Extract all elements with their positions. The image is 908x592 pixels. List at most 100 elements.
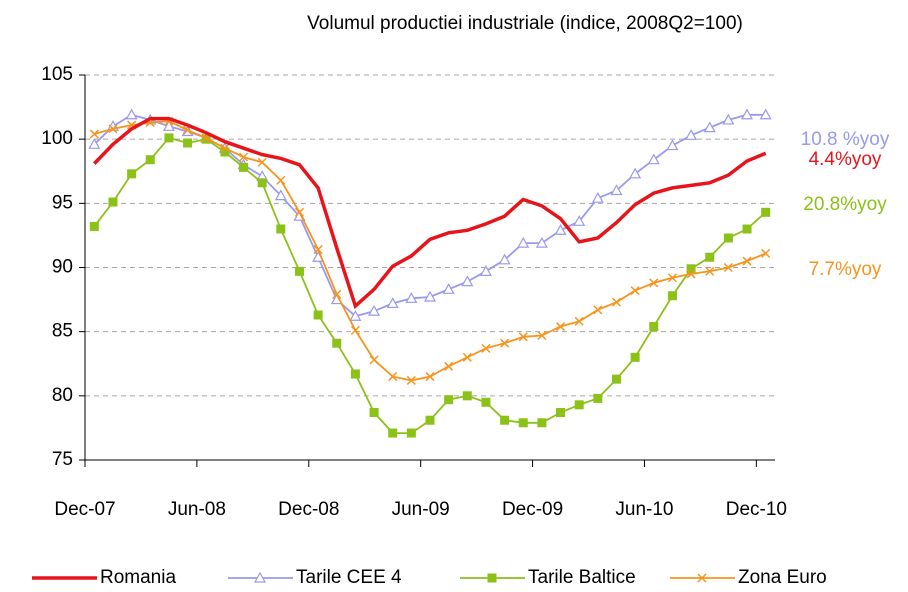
y-tick-label: 105 bbox=[41, 64, 73, 85]
data-point bbox=[257, 178, 267, 188]
data-point bbox=[761, 207, 771, 217]
y-tick-label: 90 bbox=[52, 257, 73, 278]
data-point bbox=[444, 361, 454, 371]
data-point bbox=[498, 253, 511, 265]
data-point bbox=[705, 266, 715, 276]
data-point bbox=[444, 395, 454, 405]
data-point bbox=[294, 207, 304, 217]
data-point bbox=[554, 224, 567, 235]
data-point bbox=[423, 290, 437, 302]
data-point bbox=[462, 352, 472, 362]
data-point bbox=[425, 372, 435, 382]
y-tick-label: 95 bbox=[52, 192, 73, 213]
legend-item: Tarile CEE 4 bbox=[228, 567, 402, 588]
data-point bbox=[257, 157, 267, 167]
data-point bbox=[274, 189, 287, 201]
end-label: 10.8 %yoy bbox=[801, 129, 890, 150]
x-tick-label: Dec-07 bbox=[54, 499, 115, 520]
legend-marker bbox=[253, 571, 267, 583]
data-point bbox=[238, 152, 249, 162]
x-tick-label: Jun-09 bbox=[392, 499, 450, 520]
data-point bbox=[537, 418, 547, 428]
chart-title: Volumul productiei industriale (indice, … bbox=[307, 13, 743, 34]
data-point bbox=[741, 108, 754, 120]
data-point bbox=[742, 224, 752, 234]
data-point bbox=[350, 325, 360, 335]
data-point bbox=[349, 310, 362, 321]
data-point bbox=[574, 316, 584, 326]
data-point bbox=[89, 129, 99, 139]
x-tick-label: Dec-09 bbox=[502, 499, 563, 520]
data-point bbox=[630, 352, 640, 362]
data-point bbox=[369, 408, 379, 418]
y-tick-label: 85 bbox=[52, 321, 73, 342]
data-point bbox=[761, 248, 771, 258]
data-point bbox=[479, 265, 492, 276]
data-point bbox=[89, 221, 99, 231]
data-point bbox=[276, 224, 286, 234]
data-point bbox=[649, 278, 659, 288]
data-point bbox=[145, 155, 155, 165]
data-point bbox=[88, 138, 101, 149]
data-point bbox=[220, 143, 230, 153]
data-point bbox=[276, 175, 286, 185]
series-line bbox=[93, 116, 767, 310]
data-point bbox=[556, 322, 566, 332]
data-point bbox=[442, 283, 455, 294]
legend-label: Zona Euro bbox=[738, 567, 827, 588]
data-point bbox=[183, 138, 193, 148]
data-point bbox=[703, 121, 716, 133]
data-point bbox=[593, 305, 603, 315]
data-point bbox=[723, 262, 733, 273]
data-point bbox=[500, 338, 510, 348]
data-point bbox=[518, 418, 528, 428]
legend-marker bbox=[487, 573, 497, 583]
y-tick-label: 100 bbox=[41, 128, 73, 149]
x-tick-label: Dec-10 bbox=[726, 499, 787, 520]
data-point bbox=[405, 292, 418, 303]
data-point bbox=[461, 275, 474, 287]
data-point bbox=[686, 269, 696, 279]
data-point bbox=[500, 415, 510, 425]
x-tick-label: Jun-10 bbox=[615, 499, 673, 520]
data-point bbox=[425, 415, 435, 425]
data-point bbox=[574, 400, 584, 410]
end-label: 4.4%yoy bbox=[809, 149, 882, 170]
data-point bbox=[313, 245, 323, 255]
data-point bbox=[239, 162, 249, 172]
y-tick-label: 80 bbox=[52, 385, 73, 406]
data-point bbox=[481, 343, 491, 353]
data-point bbox=[406, 375, 416, 385]
data-point bbox=[388, 428, 398, 438]
y-tick-label: 75 bbox=[52, 449, 73, 470]
data-point bbox=[201, 134, 211, 144]
data-point bbox=[518, 332, 528, 342]
data-point bbox=[125, 108, 138, 120]
legend-item: Zona Euro bbox=[670, 567, 827, 588]
data-point bbox=[593, 393, 603, 403]
data-point bbox=[350, 369, 360, 379]
legend-label: Tarile CEE 4 bbox=[296, 567, 402, 588]
data-point bbox=[332, 289, 342, 299]
legend-label: Romania bbox=[100, 567, 176, 588]
series-line bbox=[93, 136, 767, 434]
data-point bbox=[723, 233, 733, 243]
data-point bbox=[127, 169, 137, 179]
data-point bbox=[630, 286, 640, 296]
series-line bbox=[93, 113, 766, 318]
data-point bbox=[573, 215, 586, 226]
data-point bbox=[649, 322, 659, 332]
data-point bbox=[686, 264, 696, 274]
data-point bbox=[313, 310, 323, 320]
data-point bbox=[705, 252, 715, 262]
data-point bbox=[481, 397, 491, 407]
x-tick-label: Dec-08 bbox=[278, 499, 339, 520]
data-point bbox=[629, 167, 642, 179]
data-point bbox=[220, 147, 230, 157]
data-point bbox=[162, 120, 175, 131]
data-point bbox=[535, 236, 548, 248]
series-line bbox=[94, 120, 767, 382]
data-point bbox=[759, 108, 772, 120]
data-point bbox=[667, 273, 677, 283]
